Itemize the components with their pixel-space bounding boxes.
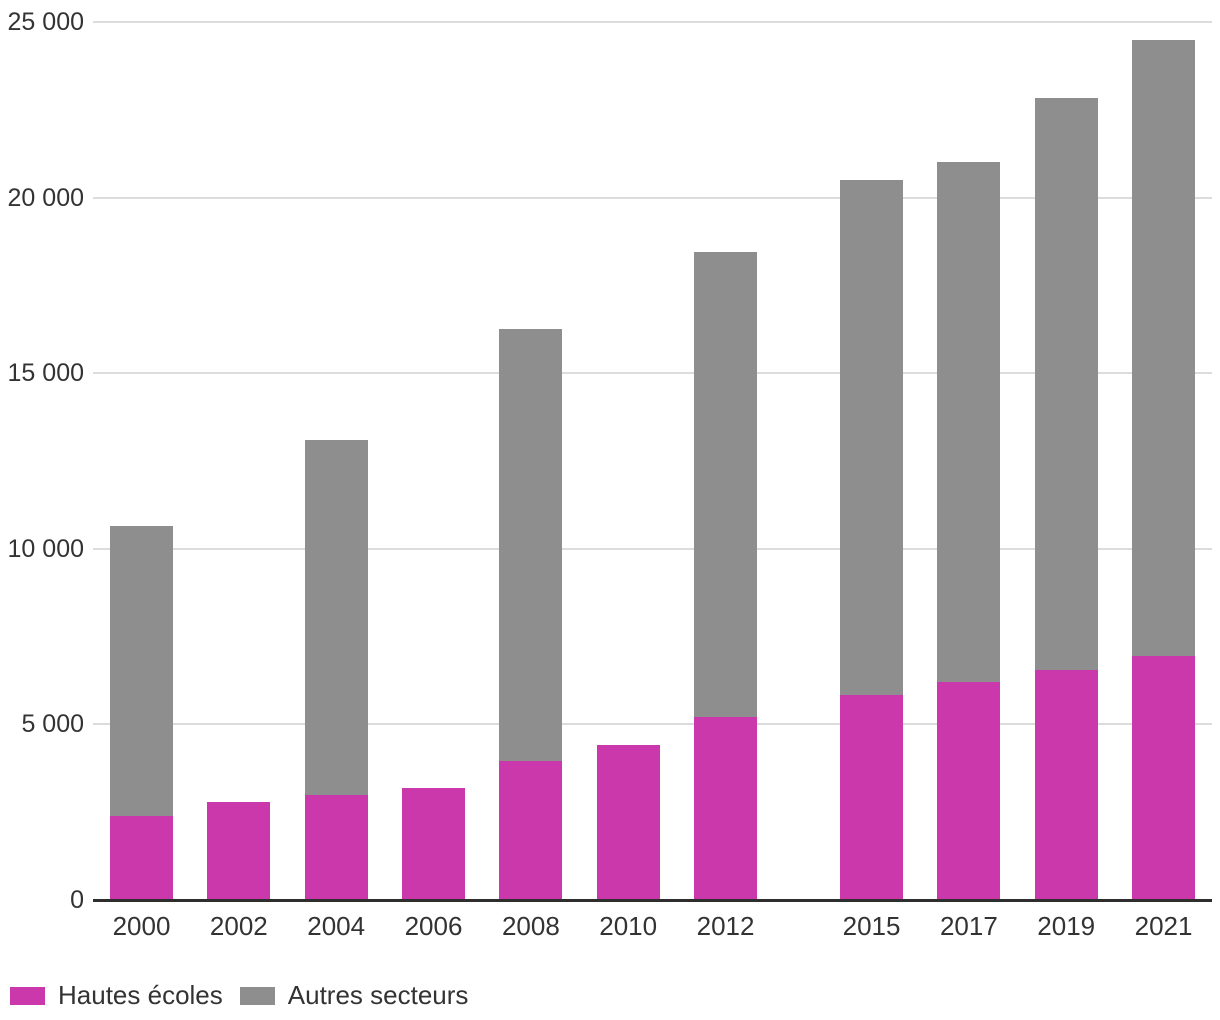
bar-segment-autres-secteurs-2015 (840, 180, 904, 695)
bar-segment-hautes-coles-2017 (937, 682, 1001, 900)
x-tick-label: 2015 (842, 911, 901, 941)
bar-segment-autres-secteurs-2000 (110, 525, 173, 816)
x-tick-label: 2004 (307, 911, 366, 941)
legend: Hautes écoles Autres secteurs (10, 980, 485, 1011)
y-tick-label: 0 (70, 886, 84, 914)
bar-segment-autres-secteurs-2021 (1132, 39, 1196, 656)
x-axis-line (93, 899, 1212, 902)
bar-segment-hautes-coles-2004 (304, 794, 368, 900)
x-tick-label: 2010 (599, 911, 658, 941)
x-tick-label: 2002 (209, 911, 268, 941)
y-tick-label: 5 000 (21, 710, 84, 739)
legend-label-hautes-ecoles: Hautes écoles (58, 980, 223, 1010)
legend-swatch-autres-secteurs (239, 986, 275, 1005)
y-tick-label: 15 000 (7, 359, 84, 388)
gridline (93, 21, 1212, 23)
x-tick-label: 2017 (939, 911, 998, 941)
x-tick-label: 2008 (501, 911, 560, 941)
y-tick-label: 25 000 (7, 8, 84, 36)
gridline (93, 196, 1212, 199)
bar-segment-hautes-coles-2002 (207, 801, 271, 900)
bar-segment-hautes-coles-2019 (1034, 669, 1098, 900)
bar-segment-hautes-coles-2015 (840, 694, 904, 900)
legend-item-hautes-ecoles: Hautes écoles (10, 980, 223, 1011)
bar-segment-autres-secteurs-2012 (694, 252, 758, 718)
x-tick-label: 2021 (1134, 911, 1193, 941)
bar-segment-autres-secteurs-2019 (1034, 97, 1098, 670)
bar-segment-hautes-coles-2021 (1132, 655, 1196, 900)
bar-segment-hautes-coles-2012 (694, 717, 758, 900)
bar-segment-autres-secteurs-2008 (499, 329, 563, 762)
bar-segment-autres-secteurs-2017 (937, 162, 1001, 683)
gridline (93, 723, 1212, 726)
bar-segment-hautes-coles-2010 (596, 745, 660, 900)
legend-label-autres-secteurs: Autres secteurs (287, 980, 469, 1010)
bar-segment-autres-secteurs-2004 (304, 439, 368, 795)
x-tick-label: 2019 (1037, 911, 1096, 941)
gridline (93, 547, 1212, 550)
plot-area: 0 5 000 10 000 15 000 20 000 25 000 2000 2002 20… (7, 8, 1212, 941)
x-tick-label: 2006 (404, 911, 463, 941)
bar-segment-hautes-coles-2006 (402, 787, 466, 900)
y-tick-label: 10 000 (7, 534, 84, 563)
legend-swatch-hautes-ecoles (10, 986, 45, 1005)
legend-item-autres-secteurs: Autres secteurs (239, 980, 469, 1011)
y-tick-label: 20 000 (7, 183, 84, 212)
bar-segment-hautes-coles-2000 (110, 815, 173, 900)
x-tick-label: 2000 (112, 911, 171, 941)
gridline (93, 372, 1212, 375)
x-tick-label: 2012 (696, 911, 755, 941)
bar-segment-hautes-coles-2008 (499, 761, 563, 900)
